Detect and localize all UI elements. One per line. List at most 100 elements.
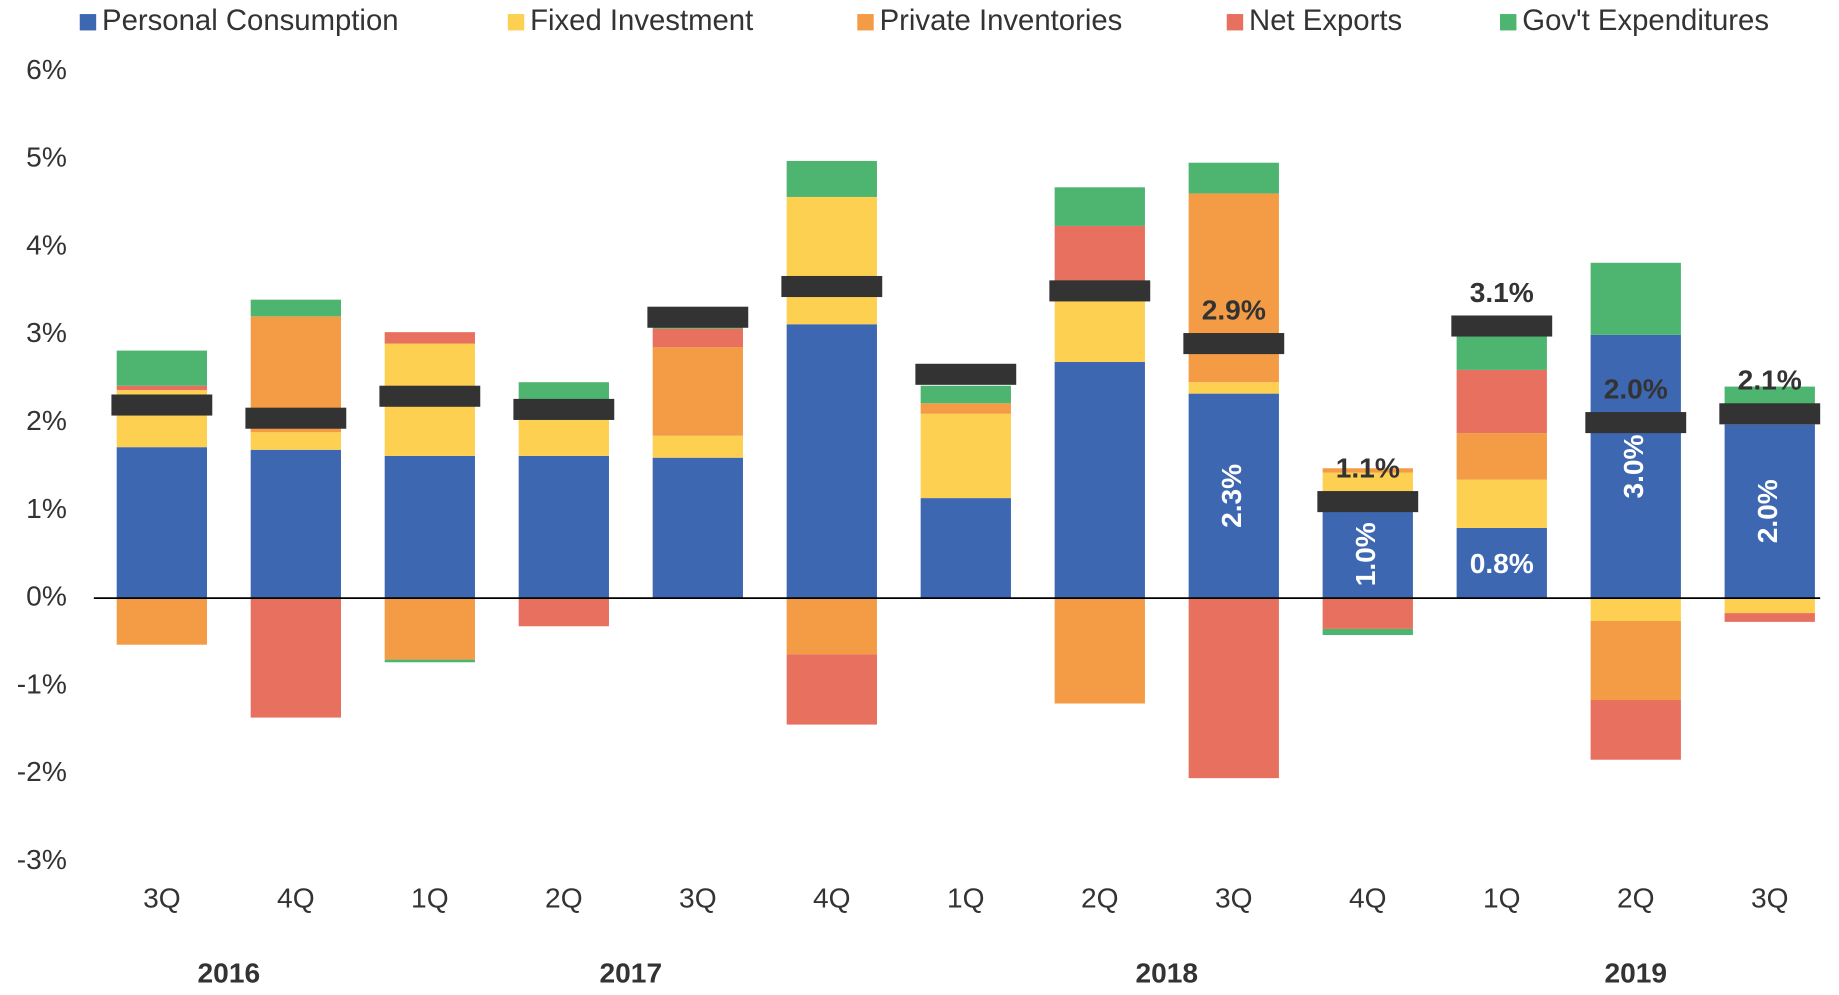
total-marker xyxy=(1451,315,1553,337)
bar-segment xyxy=(116,350,207,386)
bar-segment xyxy=(652,328,743,348)
bar-segment xyxy=(786,654,877,725)
total-marker xyxy=(647,306,749,328)
y-tick-label: 5% xyxy=(26,142,67,173)
total-label: 2.9% xyxy=(1202,294,1266,325)
bar-segment xyxy=(1054,598,1145,704)
total-marker xyxy=(1183,333,1285,355)
bar-segment xyxy=(1054,300,1145,363)
x-tick-label: 3Q xyxy=(679,883,717,914)
legend-label: Net Exports xyxy=(1249,4,1402,37)
segment-label: 0.8% xyxy=(1470,548,1534,579)
bar-segment xyxy=(786,160,877,197)
y-tick-label: 2% xyxy=(26,405,67,436)
y-tick-label: 6% xyxy=(26,54,67,85)
segment-label: 1.0% xyxy=(1350,522,1381,586)
y-tick-label: 0% xyxy=(26,581,67,612)
legend-swatch xyxy=(1226,14,1244,31)
total-marker xyxy=(379,385,481,407)
bar-segment xyxy=(116,385,207,391)
year-label: 2019 xyxy=(1604,958,1667,989)
bar-segment xyxy=(1590,700,1681,760)
bar-segment xyxy=(384,598,475,660)
total-marker xyxy=(915,363,1017,385)
bar-segment xyxy=(652,435,743,458)
bar-segment xyxy=(1188,598,1279,779)
bar-segment xyxy=(384,659,475,663)
legend-label: Private Inventories xyxy=(880,4,1123,37)
legend-swatch xyxy=(79,14,97,31)
total-marker xyxy=(1585,412,1687,434)
segment-label: 2.3% xyxy=(1216,464,1247,528)
year-label: 2017 xyxy=(600,958,663,989)
bar-segment xyxy=(518,455,609,599)
total-marker xyxy=(1049,280,1151,302)
legend-label: Gov't Expenditures xyxy=(1522,4,1769,37)
segment-label: 2.0% xyxy=(1752,479,1783,543)
legend-label: Fixed Investment xyxy=(530,4,753,37)
bar-segment xyxy=(1188,393,1279,599)
bar-segment xyxy=(1590,262,1681,335)
bar-segment xyxy=(1456,479,1547,528)
y-tick-label: 4% xyxy=(26,229,67,260)
bar-segment xyxy=(1322,628,1413,636)
bar-segment xyxy=(920,413,1011,499)
bar-segment xyxy=(250,449,341,599)
legend-label: Personal Consumption xyxy=(102,4,399,37)
total-marker xyxy=(513,398,615,420)
y-tick-label: 1% xyxy=(26,493,67,524)
bar-segment xyxy=(1724,424,1815,599)
x-tick-label: 4Q xyxy=(1349,883,1387,914)
total-label: 3.1% xyxy=(1470,277,1534,308)
x-tick-label: 3Q xyxy=(143,883,181,914)
year-label: 2018 xyxy=(1135,958,1198,989)
bar-segment xyxy=(920,385,1011,404)
x-tick-label: 2Q xyxy=(1081,883,1119,914)
bar-segment xyxy=(1188,162,1279,194)
bar-segment xyxy=(1054,362,1145,599)
bar-segment xyxy=(1322,468,1413,473)
bar-segment xyxy=(652,347,743,436)
bar-segment xyxy=(1188,382,1279,394)
bar-segment xyxy=(1456,433,1547,480)
legend-swatch xyxy=(857,14,874,31)
bar-segment xyxy=(920,403,1011,414)
x-tick-label: 1Q xyxy=(1483,883,1521,914)
legend-swatch xyxy=(1500,14,1517,31)
x-tick-label: 3Q xyxy=(1215,883,1253,914)
x-tick-label: 1Q xyxy=(411,883,449,914)
bar-segment xyxy=(384,455,475,599)
y-tick-label: -3% xyxy=(17,844,67,875)
bar-segment xyxy=(518,382,609,400)
x-tick-label: 4Q xyxy=(277,883,315,914)
x-tick-label: 3Q xyxy=(1751,883,1789,914)
bar-segment xyxy=(1724,598,1815,614)
bar-segment xyxy=(250,432,341,450)
total-marker xyxy=(245,407,347,429)
bar-segment xyxy=(1456,527,1547,599)
bar-segment xyxy=(1322,598,1413,629)
total-label: 2.0% xyxy=(1604,373,1668,404)
bar-segment xyxy=(384,332,475,344)
bar-segment xyxy=(518,598,609,627)
legend-swatch xyxy=(507,14,525,31)
year-label: 2016 xyxy=(198,958,261,989)
bar-segment xyxy=(116,447,207,599)
bar-segment xyxy=(1590,334,1681,599)
y-tick-label: 3% xyxy=(26,317,67,348)
x-tick-label: 1Q xyxy=(947,883,985,914)
bar-segment xyxy=(786,196,877,325)
x-tick-label: 4Q xyxy=(813,883,851,914)
bar-segment xyxy=(1456,369,1547,434)
bar-segment xyxy=(1590,598,1681,622)
bar-segment xyxy=(1322,510,1413,599)
bar-segment xyxy=(920,498,1011,599)
bar-segment xyxy=(786,324,877,599)
bar-segment xyxy=(116,598,207,645)
bar-segment xyxy=(1724,613,1815,622)
bar-segment xyxy=(250,598,341,718)
bar-segment xyxy=(1054,187,1145,226)
segment-label: 3.0% xyxy=(1618,434,1649,498)
x-tick-label: 2Q xyxy=(545,883,583,914)
